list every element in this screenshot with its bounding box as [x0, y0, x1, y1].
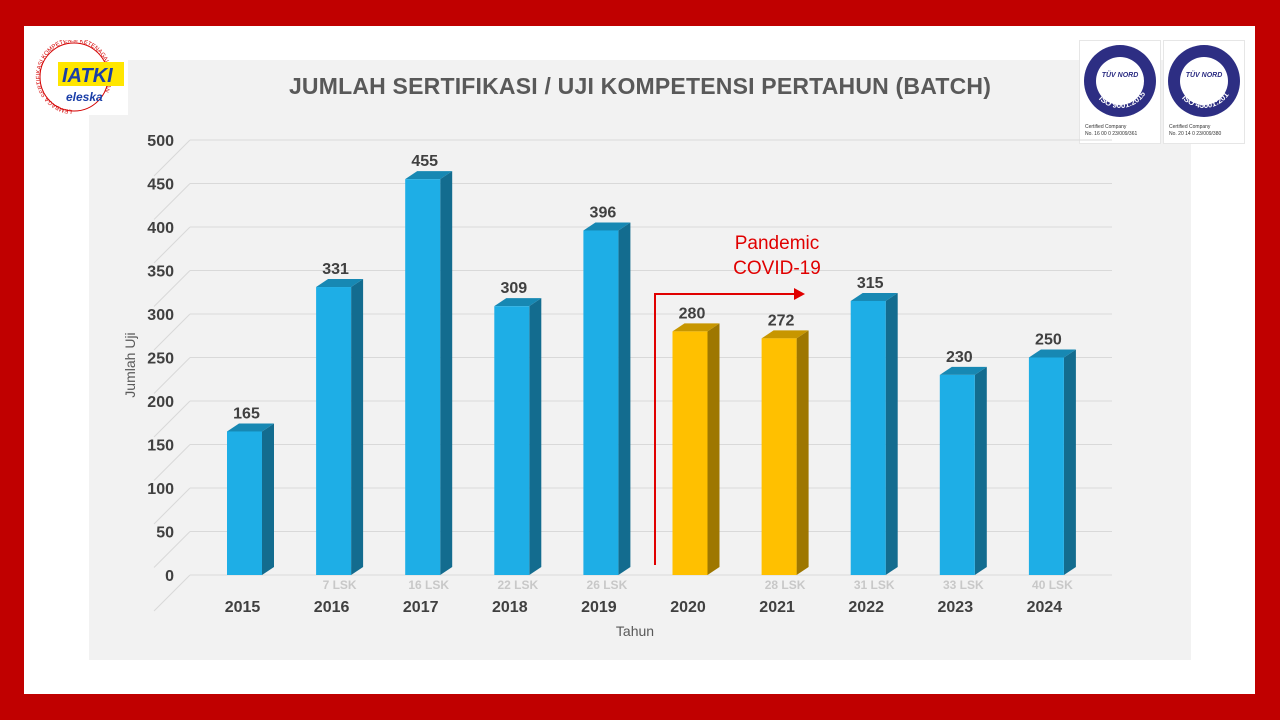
- gridline-diagonal: [153, 444, 191, 481]
- bar-top: [672, 323, 720, 332]
- x-tick-label: 2015: [225, 599, 261, 616]
- x-tick-label: 2016: [314, 599, 350, 616]
- y-axis-label: Jumlah Uji: [122, 332, 138, 397]
- y-tick-label: 350: [147, 264, 174, 281]
- pandemic-arrow-head: [794, 288, 805, 300]
- bar-side: [707, 323, 720, 575]
- data-label: 309: [500, 280, 527, 297]
- gridline-diagonal: [153, 226, 191, 264]
- data-label: 396: [590, 204, 617, 221]
- lsk-label: 40 LSK: [1032, 578, 1073, 592]
- data-label: 455: [411, 153, 438, 170]
- iso2-note: Certified Company: [1169, 124, 1211, 130]
- bar-side: [529, 298, 542, 575]
- iso1-note: Certified Company: [1085, 124, 1127, 130]
- gridline-diagonal: [153, 139, 191, 177]
- data-label: 230: [946, 349, 973, 366]
- gridline-diagonal: [153, 357, 191, 394]
- iatki-logo: LEMBAGA SERTIFIKASI KOMPETENSI KETENAGAL…: [28, 38, 128, 115]
- data-label: 165: [233, 405, 260, 422]
- gridline-diagonal: [153, 574, 191, 612]
- gridline-diagonal: [153, 183, 191, 220]
- iso2-brand: TÜV NORD: [1186, 70, 1223, 79]
- bar-top: [850, 292, 898, 301]
- y-tick-label: 150: [147, 438, 174, 455]
- gridline-diagonal: [153, 313, 191, 351]
- data-label: 250: [1035, 332, 1062, 349]
- logo-sub-text: eleska: [66, 90, 103, 104]
- bar-side: [351, 279, 364, 575]
- x-tick-label: 2018: [492, 599, 528, 616]
- bar-side: [262, 423, 274, 575]
- bar-side: [974, 366, 987, 575]
- x-tick-label: 2021: [759, 599, 795, 616]
- bar: [761, 338, 797, 575]
- data-label: 331: [322, 261, 349, 278]
- bar-top: [939, 366, 987, 375]
- gridline-diagonal: [153, 531, 191, 568]
- bar: [939, 374, 975, 575]
- bar: [494, 306, 530, 575]
- bar-top: [494, 298, 542, 307]
- x-tick-label: 2017: [403, 599, 439, 616]
- lsk-label: 16 LSK: [408, 578, 449, 592]
- iso-45001-badge: TÜV NORD ISO 45001:2018 Certified Compan…: [1162, 34, 1245, 144]
- bar: [316, 287, 352, 575]
- data-label: 280: [679, 305, 706, 322]
- bar-top: [583, 222, 631, 231]
- iso2-number: No. 20 14 0 23/009/380: [1169, 131, 1222, 137]
- gridline-diagonal: [153, 270, 191, 307]
- x-axis-label: Tahun: [616, 623, 654, 639]
- lsk-label: 26 LSK: [587, 578, 628, 592]
- x-tick-label: 2022: [848, 599, 884, 616]
- bar: [850, 300, 886, 575]
- bar-top: [405, 171, 453, 180]
- iso1-brand: TÜV NORD: [1102, 70, 1139, 79]
- bar: [1028, 357, 1064, 575]
- lsk-label: 33 LSK: [943, 578, 984, 592]
- bar: [227, 431, 262, 575]
- data-label: 315: [857, 275, 884, 292]
- y-tick-label: 300: [147, 307, 174, 324]
- iso1-number: No. 16 00 0 23/009/361: [1085, 131, 1138, 137]
- chart-title: JUMLAH SERTIFIKASI / UJI KOMPETENSI PERT…: [288, 73, 992, 99]
- iso-9001-badge: TÜV NORD ISO 9001:2015 Certified Company…: [1079, 40, 1161, 144]
- bar-side: [796, 330, 809, 575]
- logo-main-text: IATKI: [62, 65, 113, 87]
- y-tick-label: 500: [147, 133, 174, 150]
- y-tick-label: 450: [147, 177, 174, 194]
- data-label: 272: [768, 312, 795, 329]
- annotation-line1: Pandemic: [735, 233, 820, 254]
- gridline-diagonal: [153, 400, 191, 438]
- bar-side: [618, 222, 631, 576]
- y-tick-label: 200: [147, 394, 174, 411]
- x-tick-label: 2023: [938, 599, 974, 616]
- x-tick-label: 2019: [581, 599, 617, 616]
- x-tick-label: 2020: [670, 599, 706, 616]
- bar: [583, 230, 619, 576]
- bar-top: [316, 279, 364, 288]
- bar-side: [885, 292, 898, 575]
- bar: [672, 331, 708, 575]
- bar-top: [227, 423, 274, 432]
- bar-top: [761, 330, 809, 339]
- x-tick-label: 2024: [1027, 599, 1063, 616]
- y-tick-label: 0: [165, 568, 174, 585]
- lsk-label: 22 LSK: [497, 578, 538, 592]
- bar: [405, 179, 441, 575]
- lsk-label: 31 LSK: [854, 578, 895, 592]
- gridline-diagonal: [153, 487, 191, 525]
- bar-top: [1028, 349, 1076, 358]
- lsk-label: 28 LSK: [765, 578, 806, 592]
- bar-side: [1063, 349, 1076, 575]
- lsk-label: 7 LSK: [323, 578, 357, 592]
- bar-side: [440, 171, 453, 575]
- y-tick-label: 100: [147, 481, 174, 498]
- pandemic-arrow-line: [654, 293, 795, 565]
- y-tick-label: 400: [147, 220, 174, 237]
- y-tick-label: 50: [156, 525, 174, 542]
- y-tick-label: 250: [147, 351, 174, 368]
- annotation-line2: COVID-19: [733, 258, 821, 279]
